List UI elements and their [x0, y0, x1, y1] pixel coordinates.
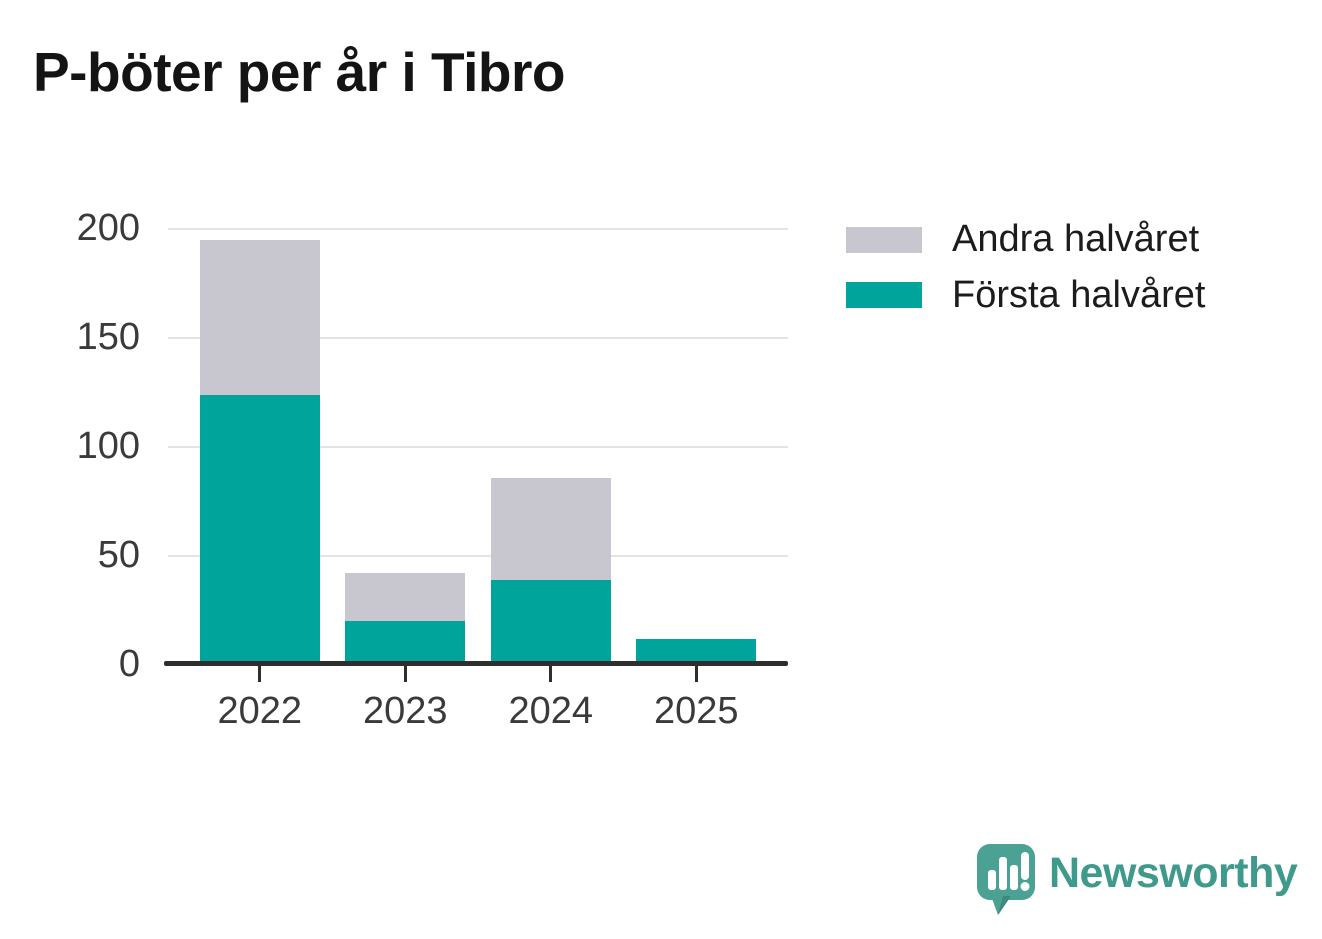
legend-item-andra: Andra halvåret: [846, 217, 1205, 263]
bar-segment-2022-första-halvåret: [199, 394, 320, 665]
newsworthy-brand-text: Newsworthy: [1049, 849, 1298, 897]
bar-group-2025: [636, 638, 757, 665]
gridline-150: [168, 337, 788, 339]
y-axis-label-0: 0: [118, 643, 140, 686]
x-axis-label-2023: 2023: [362, 690, 448, 732]
x-axis-label-2022: 2022: [217, 690, 303, 732]
bar-segment-2023-första-halvåret: [345, 621, 466, 665]
x-axis-tick-2023: [403, 666, 407, 682]
legend: Andra halvåret Första halvåret: [846, 217, 1205, 318]
page-title: P-böter per år i Tibro: [33, 41, 565, 103]
newsworthy-logo-icon: [977, 844, 1035, 915]
bar-group-2023: [345, 573, 466, 665]
bar-segment-2025-första-halvåret: [636, 638, 757, 665]
bar-group-2024: [490, 477, 611, 665]
y-axis-label-200: 200: [76, 207, 140, 250]
gridline-100: [168, 446, 788, 448]
legend-swatch-forsta: [846, 282, 922, 309]
legend-item-forsta: Första halvåret: [846, 273, 1205, 319]
legend-swatch-andra: [846, 226, 922, 253]
y-axis-label-50: 50: [97, 534, 140, 577]
y-axis-label-150: 150: [76, 316, 140, 359]
y-axis-label-100: 100: [76, 425, 140, 468]
bar-segment-2024-andra-halvåret: [490, 477, 611, 580]
bar-segment-2024-första-halvåret: [490, 579, 611, 665]
x-axis-tick-2022: [258, 666, 262, 682]
bar-segment-2022-andra-halvåret: [199, 239, 320, 395]
bar-segment-2023-andra-halvåret: [345, 573, 466, 622]
newsworthy-logo: Newsworthy: [977, 844, 1298, 916]
plot-area: [168, 228, 788, 665]
x-axis-label-2025: 2025: [653, 690, 739, 732]
gridline-50: [168, 555, 788, 557]
legend-label-andra: Andra halvåret: [952, 218, 1200, 260]
gridline-200: [168, 228, 788, 230]
legend-label-forsta: Första halvåret: [952, 273, 1206, 316]
x-axis-tick-2024: [549, 666, 553, 682]
x-axis-line: [164, 661, 788, 666]
x-axis-label-2024: 2024: [508, 690, 594, 732]
x-axis-tick-2025: [694, 666, 698, 682]
bar-group-2022: [199, 239, 320, 665]
